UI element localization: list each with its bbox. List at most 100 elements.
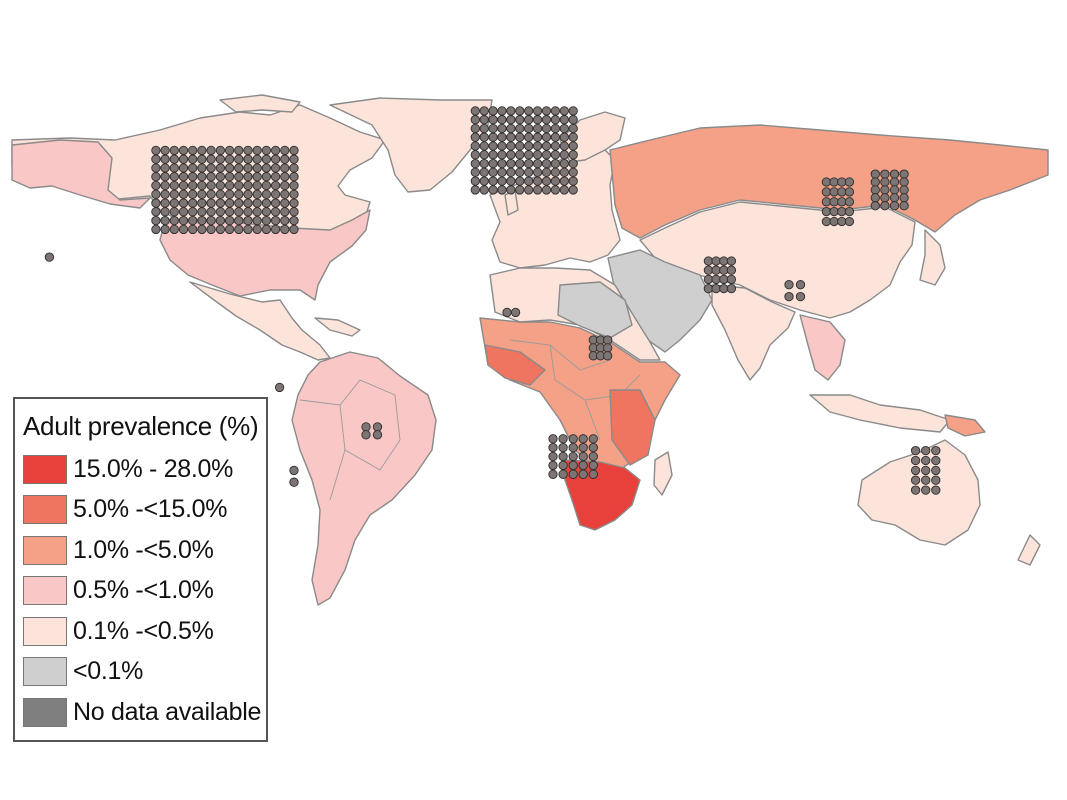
europe-sites-marker (479, 141, 489, 151)
usa-sites-marker (224, 224, 235, 235)
usa-sites-marker (280, 207, 290, 217)
europe-sites-marker (568, 150, 578, 160)
europe-sites-marker (532, 123, 543, 134)
legend-title: Adult prevalence (%) (23, 411, 259, 441)
europe-sites-marker (497, 123, 507, 134)
europe-sites-marker (559, 150, 569, 160)
india-sites-marker (711, 265, 721, 275)
india-sites-marker (711, 256, 721, 266)
europe-sites-marker (479, 123, 489, 134)
europe-sites-marker (497, 150, 507, 160)
europe-sites-marker (479, 185, 489, 195)
legend-swatch (23, 535, 67, 565)
europe-sites-marker (524, 132, 534, 142)
southern-africa-sites-marker (548, 434, 558, 444)
usa-sites-marker (261, 154, 272, 164)
usa-sites-marker (270, 224, 281, 235)
usa-sites-marker (289, 145, 299, 156)
china-sites-marker (844, 216, 855, 227)
europe-sites-marker (488, 106, 498, 116)
europe-sites-marker (524, 167, 534, 177)
europe-sites-marker (515, 115, 525, 125)
usa-sites-marker (261, 145, 272, 156)
usa-sites-marker (206, 180, 216, 191)
usa-sites-marker (197, 172, 207, 182)
europe-sites-marker (559, 106, 569, 116)
legend-label: No data available (73, 697, 262, 726)
peru-sites-marker (274, 382, 285, 393)
usa-sites-marker (243, 198, 253, 208)
europe-sites-marker (488, 150, 498, 160)
europe-sites-marker (524, 176, 534, 186)
china-sites-marker (844, 187, 855, 197)
usa-sites-marker (169, 189, 179, 199)
china-sites-marker (829, 216, 839, 227)
china-sites-marker (837, 187, 847, 197)
legend-item: 15.0% - 28.0% (23, 449, 258, 490)
usa-sites-marker (270, 145, 281, 156)
southern-africa-sites-marker (588, 451, 598, 462)
usa-sites-marker (270, 198, 281, 208)
usa-sites-marker (151, 189, 161, 199)
usa-sites-marker (160, 180, 170, 191)
europe-sites-marker (497, 158, 507, 169)
europe-sites-marker (532, 176, 543, 186)
usa-sites-marker (206, 189, 216, 199)
east-africa-sites-marker (603, 351, 613, 361)
usa-sites-marker (151, 145, 161, 156)
india-sites-marker (719, 265, 729, 275)
legend-swatch (23, 576, 67, 606)
europe-sites-marker (506, 176, 516, 186)
europe-sites-marker (541, 185, 552, 195)
brazil-sites-marker (361, 422, 371, 432)
japan-sites-marker (870, 185, 880, 195)
usa-sites-marker (289, 215, 299, 226)
southern-africa-sites-marker (558, 442, 568, 453)
east-africa-sites-marker (603, 335, 613, 345)
india-sites-marker (703, 283, 714, 294)
europe-sites-marker (506, 115, 516, 125)
europe-sites-marker (479, 115, 489, 125)
usa-sites-marker (261, 189, 272, 199)
usa-sites-marker (169, 224, 179, 235)
usa-sites-marker (280, 180, 290, 191)
japan-sites-marker (899, 201, 909, 211)
australia-sites-marker (931, 485, 941, 495)
usa-sites-marker (252, 180, 262, 191)
china-sites-marker (821, 177, 832, 187)
australia-sites-marker (910, 445, 921, 456)
usa-sites-marker (280, 215, 290, 226)
europe-sites-marker (479, 167, 489, 177)
europe-sites-marker (559, 141, 569, 151)
europe-sites-marker (532, 115, 543, 125)
usa-sites-marker (160, 172, 170, 182)
southern-africa-sites-marker (568, 442, 578, 453)
japan-sites-marker (899, 185, 909, 195)
legend-item: 0.5% -<1.0% (23, 571, 258, 612)
china-sites-marker (821, 187, 832, 197)
usa-sites-marker (261, 198, 272, 208)
europe-sites-marker (568, 185, 578, 195)
usa-sites-marker (197, 154, 207, 164)
usa-sites-marker (289, 172, 299, 182)
legend-swatch (23, 495, 67, 525)
usa-sites-marker (234, 172, 244, 182)
europe-sites-marker (488, 167, 498, 177)
southern-africa-sites-marker (558, 451, 568, 462)
usa-sites-marker (206, 145, 216, 156)
legend-label: 0.5% -<1.0% (73, 576, 214, 605)
southern-africa-sites-marker (578, 460, 588, 471)
usa-sites-marker (270, 207, 281, 217)
usa-sites-marker (270, 180, 281, 191)
japan-sites-marker (889, 201, 900, 211)
legend-label: 15.0% - 28.0% (73, 454, 234, 483)
china-sites-marker (837, 197, 847, 207)
usa-sites-marker (234, 189, 244, 199)
usa-sites-marker (188, 224, 198, 235)
usa-sites-marker (197, 189, 207, 199)
usa-sites-marker (206, 215, 216, 226)
chile-sites-marker (289, 465, 299, 476)
europe-sites-marker (506, 123, 516, 134)
australia-sites-marker (910, 475, 921, 485)
